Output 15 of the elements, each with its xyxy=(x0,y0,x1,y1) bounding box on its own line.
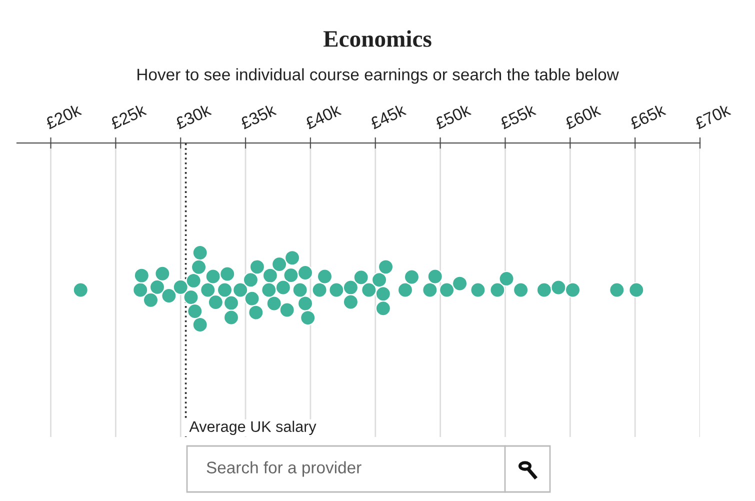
x-tick-label: £70k xyxy=(694,103,732,130)
x-tick-label: £30k xyxy=(174,103,212,130)
x-tick-label: £65k xyxy=(628,103,666,130)
text: Search for a provider xyxy=(206,461,362,477)
x-tick-label: £60k xyxy=(564,103,602,130)
x-tick-label: £50k xyxy=(434,103,472,130)
x-tick-label: £20k xyxy=(44,103,82,130)
x-tick-label: £45k xyxy=(369,103,407,130)
x-tick-label: £40k xyxy=(304,103,342,130)
chart-subtitle: Hover to see individual course earnings or search the table below xyxy=(138,68,619,84)
chart-title: Economics xyxy=(323,30,432,47)
x-tick-label: £35k xyxy=(239,103,277,130)
ref-line-label: Average UK salary xyxy=(189,420,316,435)
x-tick-label: £25k xyxy=(110,103,148,130)
x-tick-label: £55k xyxy=(499,103,537,130)
